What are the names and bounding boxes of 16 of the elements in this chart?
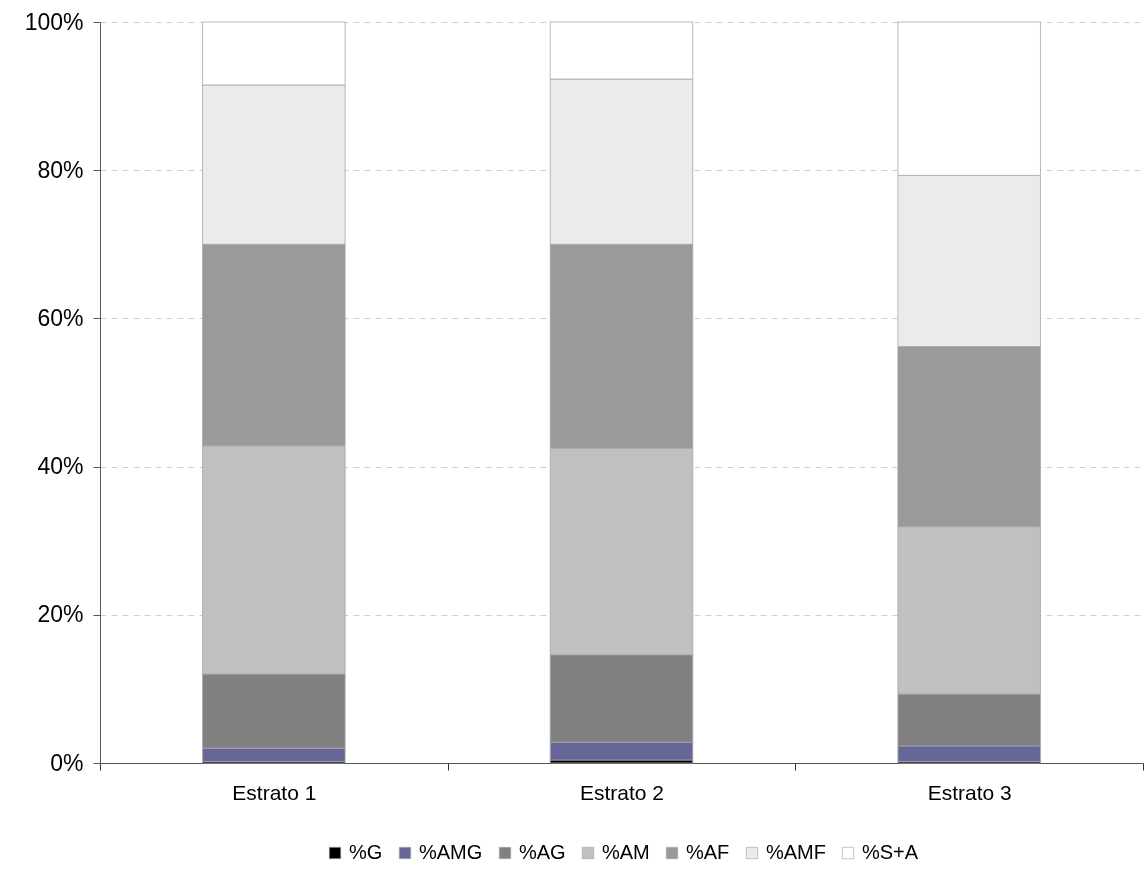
y-tick-label: 60% xyxy=(37,304,84,331)
y-tick-label: 0% xyxy=(50,749,84,776)
legend-label: %S+A xyxy=(862,841,919,863)
legend-label: %AM xyxy=(602,841,650,863)
legend-label: %G xyxy=(349,841,383,863)
legend-label: %AF xyxy=(686,841,730,863)
x-tick-label: Estrato 1 xyxy=(232,780,317,804)
y-tick-label: 80% xyxy=(37,156,84,183)
x-tick-label: Estrato 3 xyxy=(927,780,1012,804)
x-tick-label: Estrato 2 xyxy=(579,780,665,804)
y-tick-label: 100% xyxy=(24,8,84,35)
y-tick-label: 20% xyxy=(37,601,84,628)
legend-label: %AMF xyxy=(766,841,826,863)
legend-label: %AMG xyxy=(419,841,483,863)
legend-label: %AG xyxy=(519,841,566,863)
y-tick-label: 40% xyxy=(37,453,84,480)
